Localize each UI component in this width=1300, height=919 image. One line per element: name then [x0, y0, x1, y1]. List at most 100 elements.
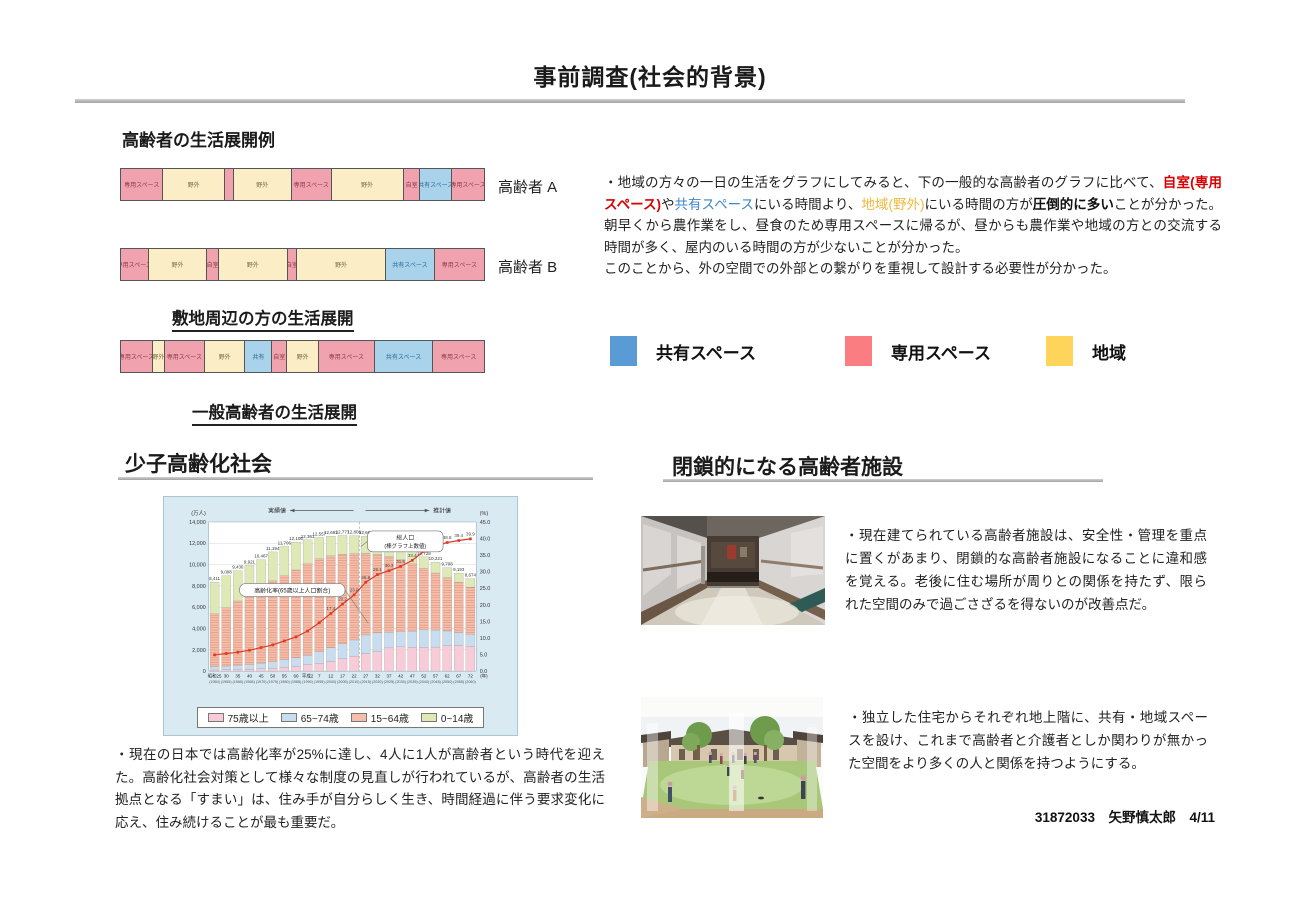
svg-text:55: 55	[282, 674, 287, 679]
svg-text:22: 22	[352, 674, 357, 679]
svg-text:33.4: 33.4	[408, 553, 417, 558]
svg-text:38.8: 38.8	[443, 535, 452, 540]
timeline-segment-private: 専用スペース	[164, 341, 205, 372]
svg-text:(1965): (1965)	[244, 680, 255, 684]
svg-text:40.0: 40.0	[480, 537, 491, 543]
chart-legend-label: 65~74歳	[300, 714, 339, 725]
svg-text:40: 40	[247, 674, 252, 679]
svg-text:(2030): (2030)	[395, 680, 406, 684]
svg-text:9,430: 9,430	[232, 565, 244, 570]
facility-paragraph-1: ・現在建てられている高齢者施設は、安全性・管理を重点に置くがあまり、閉鎖的な高齢…	[845, 528, 1207, 612]
svg-text:12,660: 12,660	[359, 530, 373, 535]
svg-text:35: 35	[235, 674, 240, 679]
legend-label: 地域	[1092, 343, 1126, 363]
svg-text:45.0: 45.0	[480, 520, 491, 526]
svg-text:50: 50	[270, 674, 275, 679]
svg-text:(2005): (2005)	[337, 680, 348, 684]
svg-text:12,000: 12,000	[189, 541, 206, 547]
timeline-segment-private: 自室	[287, 249, 298, 280]
timeline-segment-region: 野外	[148, 249, 208, 280]
svg-text:5.0: 5.0	[480, 653, 488, 659]
aging-society-heading: 少子高齢化社会	[125, 453, 272, 476]
svg-text:(2055): (2055)	[453, 680, 464, 684]
facility-heading: 閉鎖的になる高齢者施設	[672, 456, 903, 479]
legend-item-2: 専用スペース	[845, 336, 991, 366]
chart-legend-item: 0~14歳	[420, 710, 473, 725]
svg-text:推計値: 推計値	[433, 507, 451, 515]
svg-text:(1995): (1995)	[314, 680, 325, 684]
life-examples-heading: 高齢者の生活展開例	[122, 131, 275, 150]
svg-text:37: 37	[387, 674, 392, 679]
svg-text:67: 67	[456, 674, 461, 679]
legend-swatch	[610, 336, 637, 366]
timeline-segment-region: 野外	[204, 341, 246, 372]
legend-label: 専用スペース	[891, 343, 991, 363]
svg-text:72: 72	[468, 674, 473, 679]
svg-text:実績値: 実績値	[268, 507, 286, 515]
svg-text:30.0: 30.0	[480, 570, 491, 576]
chart-legend-swatch	[207, 713, 224, 722]
svg-text:6,000: 6,000	[192, 605, 206, 611]
svg-text:10,000: 10,000	[189, 563, 206, 569]
timeline-segment-shared: 共有スペース	[420, 169, 453, 200]
timeline-segment-private: 専用スペース	[121, 341, 153, 372]
population-chart-legend: 75歳以上 65~74歳 15~64歳 0~14歳	[196, 707, 485, 728]
chart-legend-label: 15~64歳	[370, 714, 409, 725]
timeline-segment-region: 野外	[233, 169, 292, 200]
timeline-segment-region: 野外	[152, 341, 165, 372]
timeline-segment-private: 専用スペース	[434, 249, 484, 280]
svg-text:30: 30	[224, 674, 229, 679]
svg-text:(万人): (万人)	[191, 510, 206, 517]
svg-text:26.8: 26.8	[361, 575, 370, 580]
svg-text:(2000): (2000)	[325, 680, 336, 684]
legend-item-3: 地域	[1046, 336, 1126, 366]
svg-text:15.0: 15.0	[480, 619, 491, 625]
svg-text:30.3: 30.3	[385, 563, 394, 568]
svg-text:10.0: 10.0	[480, 636, 491, 642]
timeline-segment-region: 野外	[287, 341, 320, 372]
svg-text:8,411: 8,411	[209, 576, 220, 581]
timeline-segment-private: 専用スペース	[433, 341, 484, 372]
svg-text:(棒グラフ上数値): (棒グラフ上数値)	[384, 542, 426, 550]
chart-legend-item: 75歳以上	[207, 710, 269, 725]
timeline-segment-private: 専用スペース	[291, 169, 332, 200]
text-segment: にいる時間の方が	[924, 196, 1033, 212]
svg-text:(2015): (2015)	[360, 680, 371, 684]
timeline-segment-region: 野外	[297, 249, 386, 280]
svg-text:8,000: 8,000	[192, 584, 206, 590]
svg-text:昭和25: 昭和25	[208, 673, 222, 680]
svg-text:(2040): (2040)	[419, 680, 430, 684]
svg-text:高齢化率(65歳以上人口割合): 高齢化率(65歳以上人口割合)	[254, 587, 330, 595]
svg-text:平成2: 平成2	[302, 673, 314, 680]
text-segment: にいる時間より、	[754, 196, 862, 212]
svg-text:(1955): (1955)	[221, 680, 232, 684]
timeline-segment-region: 野外	[331, 169, 404, 200]
svg-text:(1985): (1985)	[291, 680, 302, 684]
svg-text:60: 60	[293, 674, 298, 679]
svg-text:0: 0	[203, 669, 206, 675]
svg-text:総人口: 総人口	[396, 533, 414, 541]
svg-text:(1960): (1960)	[232, 680, 243, 684]
svg-text:17.4: 17.4	[327, 606, 336, 611]
svg-text:(2035): (2035)	[407, 680, 418, 684]
text-segment: 圧倒的に多い	[1032, 196, 1114, 212]
text-segment: や	[660, 196, 675, 212]
svg-text:45: 45	[259, 674, 264, 679]
general-elderly-heading: 一般高齢者の生活展開	[192, 399, 357, 426]
text-segment: ことが分かった。朝早くから農作業をし、昼食のため専用スペースに帰るが、昼からも農…	[604, 196, 1223, 255]
svg-text:31.6: 31.6	[396, 559, 405, 564]
svg-text:39.9: 39.9	[466, 531, 475, 536]
svg-text:(2060): (2060)	[465, 680, 476, 684]
svg-text:57: 57	[433, 674, 438, 679]
text-segment: 地域(野外)	[861, 196, 925, 212]
svg-text:10,467: 10,467	[254, 554, 268, 559]
legend-item-1: 共有スペース	[610, 336, 756, 366]
chart-legend-swatch	[350, 713, 367, 722]
timeline-segment-shared: 共有スペース	[374, 341, 434, 372]
svg-text:12,361: 12,361	[301, 534, 315, 539]
legend-swatch	[1046, 336, 1073, 366]
text-segment: 共有スペース	[674, 196, 755, 212]
text-segment: このことから、外の空間での外部との繋がりを重視して設計する必要性が分かった。	[604, 261, 1117, 276]
svg-text:20.2: 20.2	[338, 597, 347, 602]
